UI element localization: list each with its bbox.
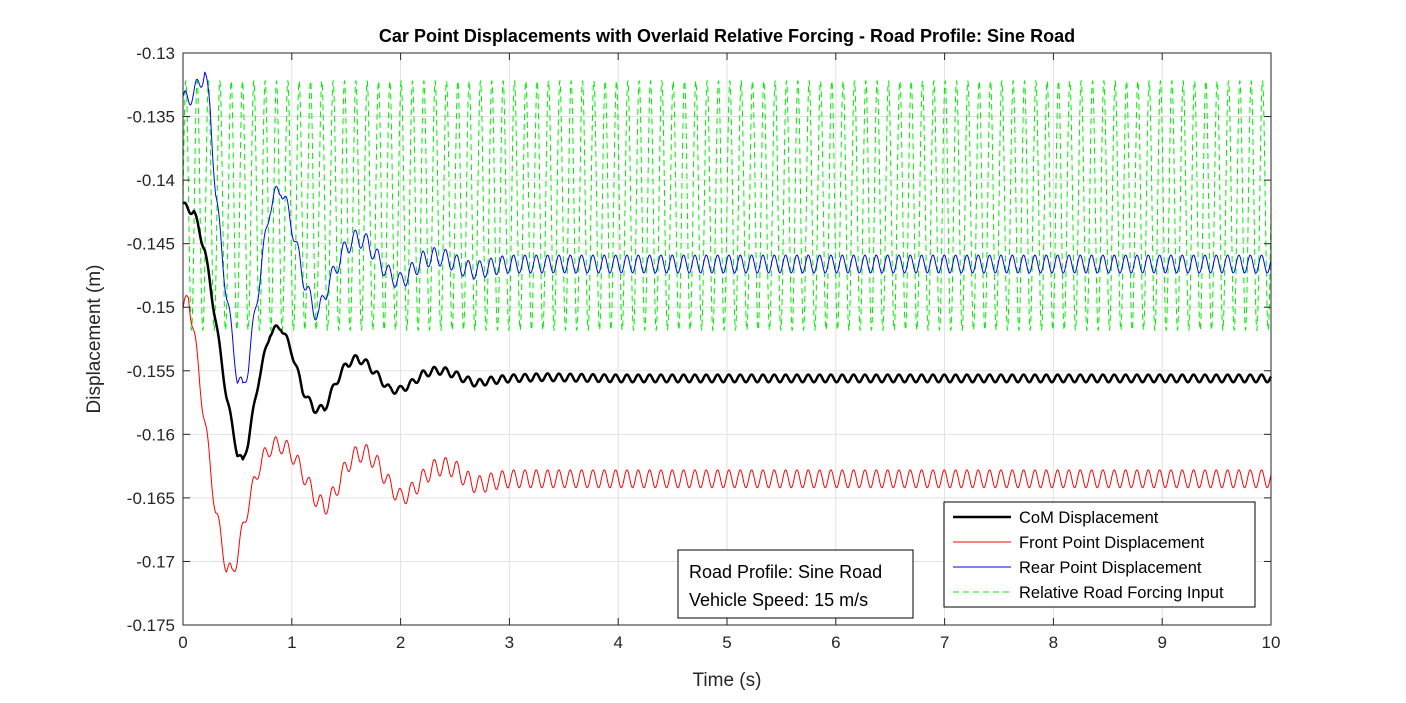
- legend-label-forcing: Relative Road Forcing Input: [1019, 584, 1224, 602]
- x-tick-label: 2: [396, 633, 405, 652]
- x-tick-label: 7: [940, 633, 949, 652]
- annotation-road-profile: Road Profile: Sine Road: [689, 562, 882, 582]
- y-tick-label: -0.135: [127, 108, 175, 127]
- y-tick-label: -0.14: [136, 171, 175, 190]
- chart-title: Car Point Displacements with Overlaid Re…: [379, 26, 1075, 46]
- y-tick-label: -0.175: [127, 616, 175, 635]
- x-tick-label: 0: [178, 633, 187, 652]
- y-tick-label: -0.15: [136, 298, 175, 317]
- y-axis-label: Displacement (m): [84, 265, 105, 414]
- series-layer: [182, 71, 1273, 573]
- legend-label-com: CoM Displacement: [1019, 509, 1159, 527]
- y-tick-label: -0.16: [136, 425, 175, 444]
- legend-label-front: Front Point Displacement: [1019, 534, 1205, 552]
- series-line-rear-point-displacement: [182, 71, 1272, 384]
- x-tick-label: 5: [722, 633, 731, 652]
- y-tick-label: -0.145: [127, 235, 175, 254]
- y-tick-label: -0.165: [127, 489, 175, 508]
- x-tick-label: 4: [613, 633, 622, 652]
- x-tick-label: 6: [831, 633, 840, 652]
- y-tick-label: -0.155: [127, 362, 175, 381]
- tick-layer: 0 1 2 3 4 5 6 7 8 9 10 -0.175 -0.17 -0.165 -0.16 -0.155…: [127, 44, 1281, 652]
- annotation-vehicle-speed: Vehicle Speed: 15 m/s: [689, 590, 868, 610]
- series-line-com-displacement: [182, 201, 1273, 461]
- legend-label-rear: Rear Point Displacement: [1019, 559, 1202, 577]
- x-tick-label: 10: [1262, 633, 1281, 652]
- x-tick-label: 3: [505, 633, 514, 652]
- legend: CoM Displacement Front Point Displacemen…: [943, 501, 1256, 608]
- x-tick-label: 1: [287, 633, 296, 652]
- x-tick-label: 8: [1049, 633, 1058, 652]
- y-tick-label: -0.17: [136, 552, 175, 571]
- series-line-relative-road-forcing-input: [182, 79, 1272, 332]
- annotation-box: Road Profile: Sine Road Vehicle Speed: 1…: [677, 549, 914, 619]
- y-tick-label: -0.13: [136, 44, 175, 63]
- annotation-frame: [677, 549, 914, 619]
- legend-frame: [943, 501, 1256, 608]
- x-tick-label: 9: [1157, 633, 1166, 652]
- series-line-front-point-displacement: [182, 295, 1272, 573]
- x-axis-label: Time (s): [693, 670, 762, 691]
